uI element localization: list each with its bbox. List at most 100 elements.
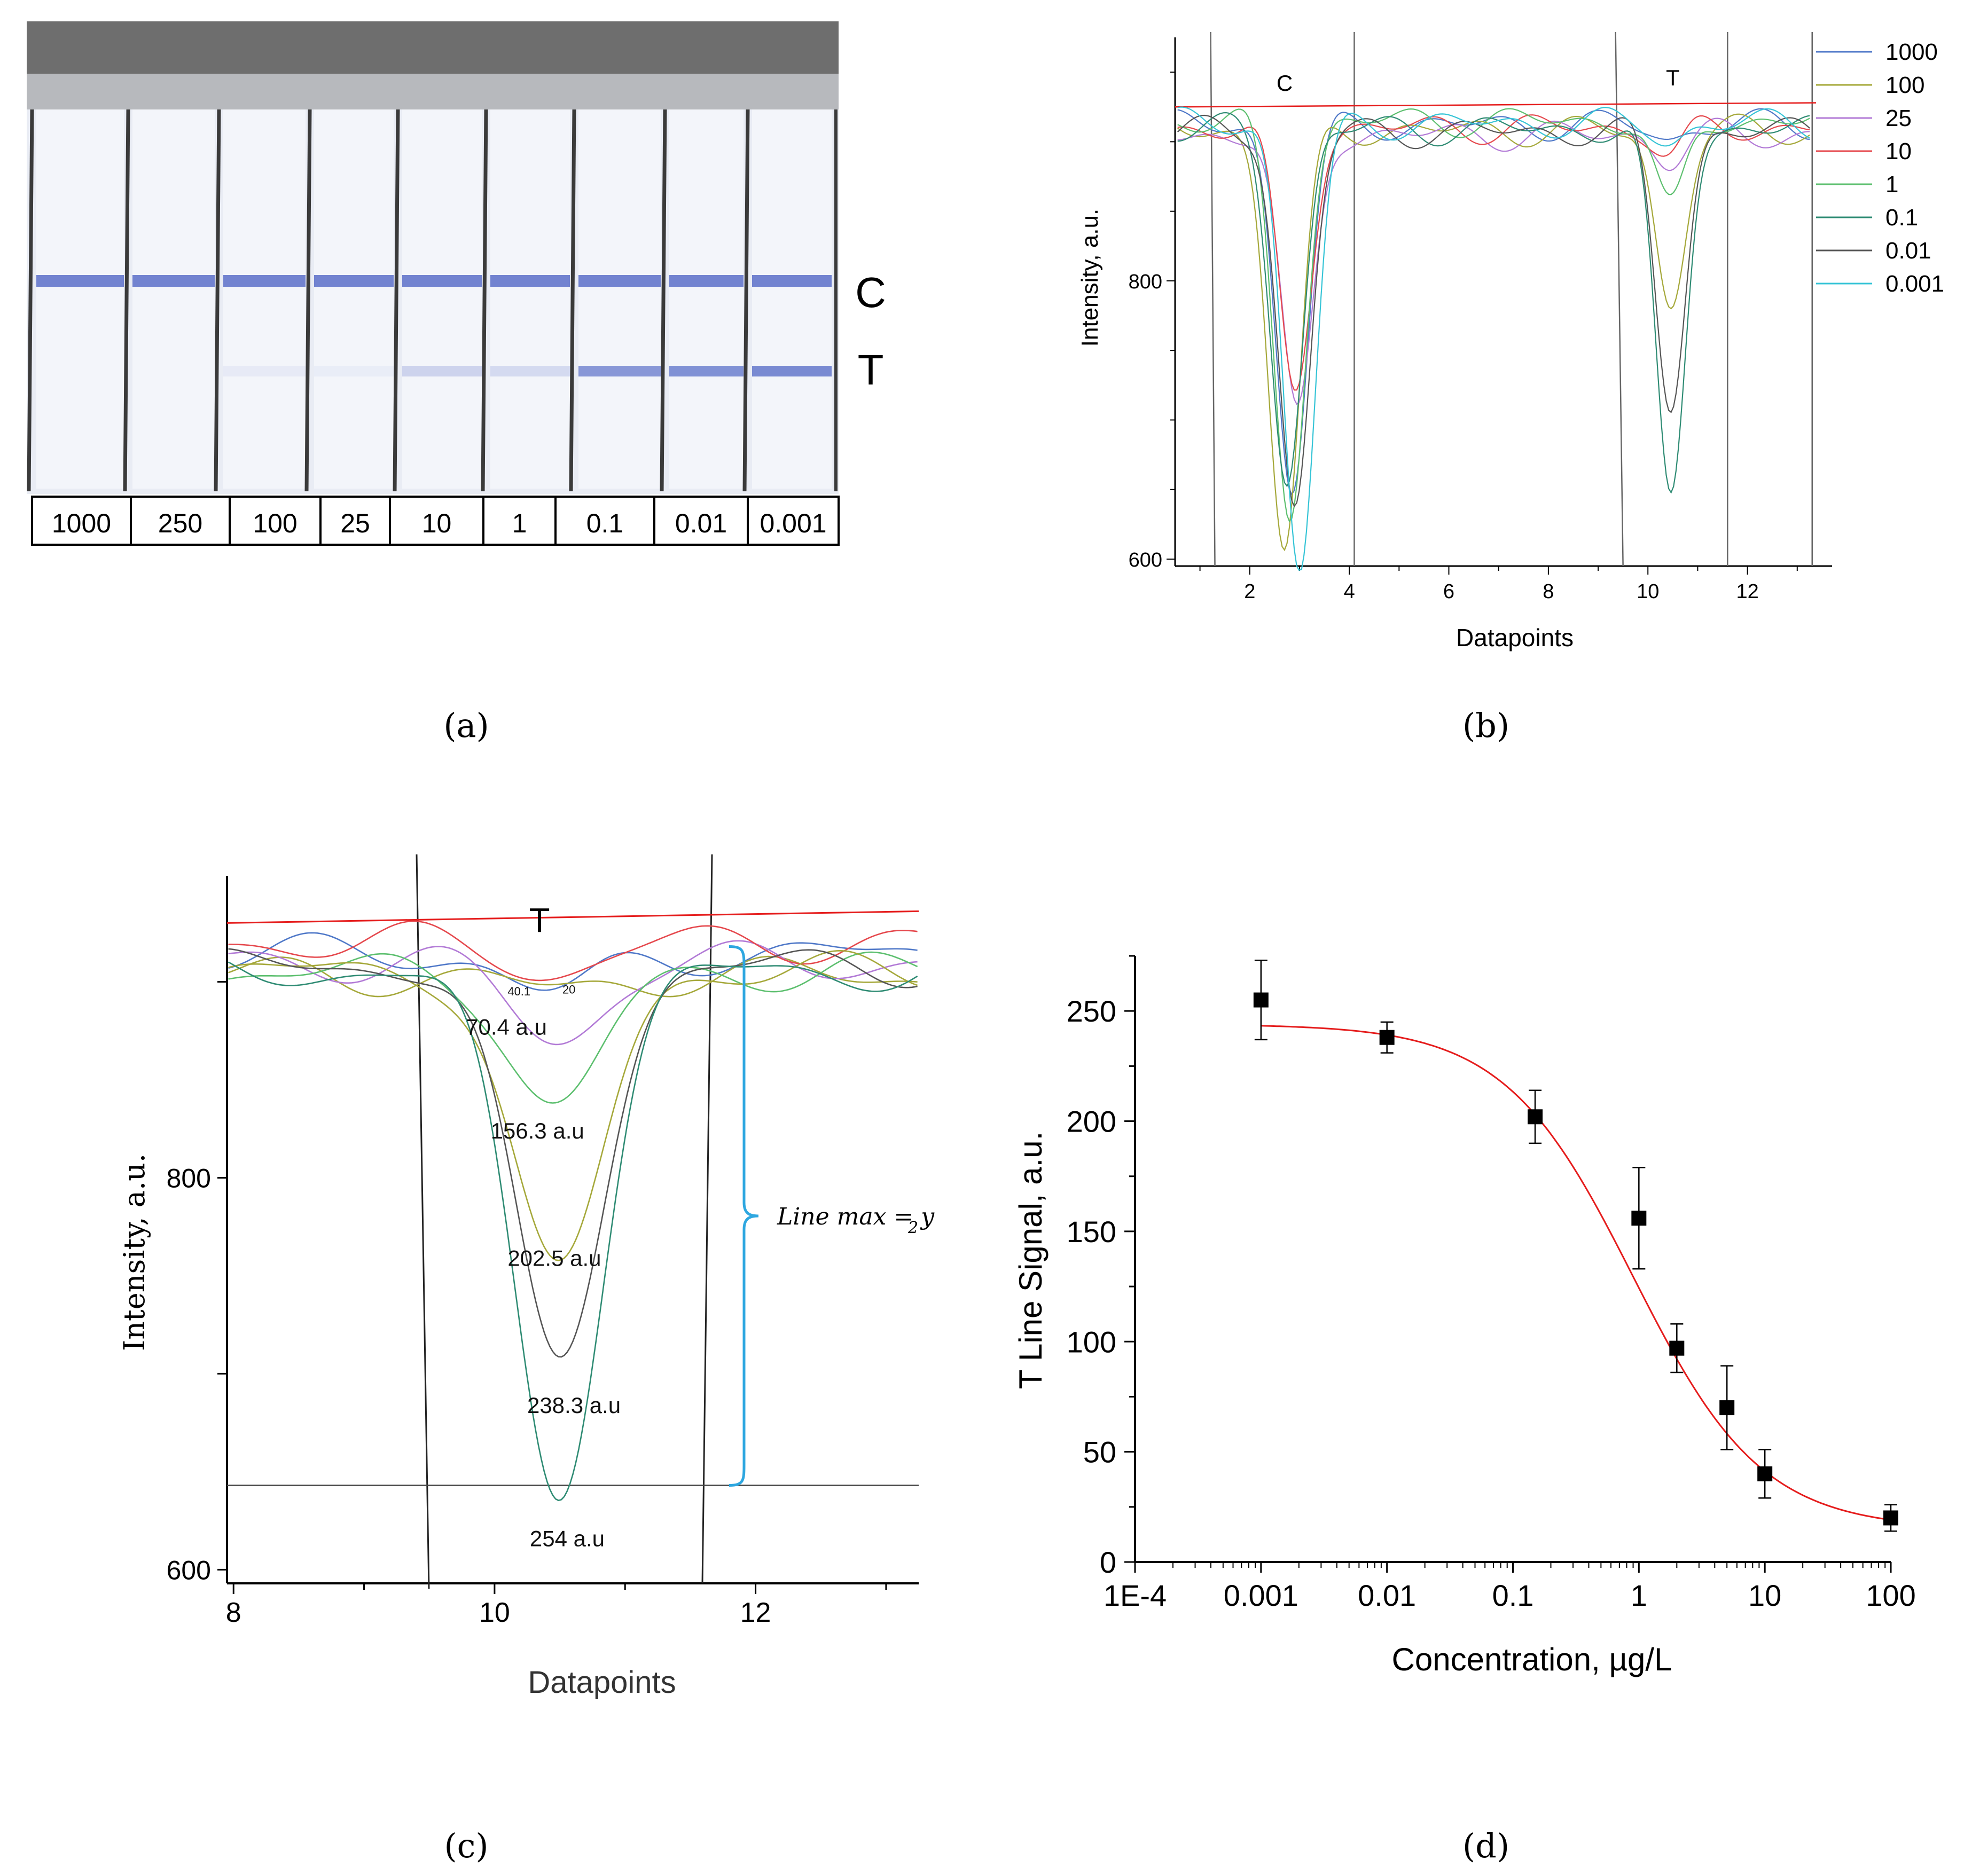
- b-legend-label: 0.1: [1885, 205, 1918, 231]
- c-series-line: [228, 955, 918, 998]
- strip-divider: [481, 109, 488, 492]
- panel-label-a: (a): [443, 706, 489, 745]
- panel-d-ylabel: T Line Signal, a.u.: [1013, 1132, 1048, 1390]
- b-series-line: [1177, 108, 1810, 523]
- control-line: [223, 275, 306, 287]
- panel-d-calibration-chart: T Line Signal, a.u. Concentration, µg/L …: [1013, 955, 1916, 1677]
- strip-concentration-label: 100: [253, 508, 297, 538]
- test-line: [669, 366, 744, 376]
- control-line: [36, 275, 124, 287]
- panel-a-strips-photo: CT 1000 250 100 25 10 1 0.1 0.01 0.001: [27, 21, 886, 546]
- control-line: [314, 275, 394, 287]
- d-data-point: [1631, 1211, 1647, 1226]
- d-data-point: [1379, 1030, 1395, 1045]
- c-region-boundary: [701, 854, 713, 1584]
- b-x-tick-label: 6: [1443, 580, 1454, 603]
- d-fit-curve: [1261, 1025, 1891, 1521]
- control-line: [752, 275, 832, 287]
- test-strip: [223, 109, 306, 489]
- c-peak-annotation: 238.3 a.u: [527, 1393, 621, 1418]
- panel-b-ylabel: Intensity, a.u.: [1077, 209, 1103, 347]
- strip-divider: [569, 109, 576, 492]
- d-x-tick-label: 10: [1748, 1579, 1781, 1612]
- test-strip: [314, 109, 394, 489]
- d-y-tick-label: 200: [1067, 1105, 1116, 1139]
- strip-holder-dark-band: [27, 21, 839, 75]
- d-data-point: [1528, 1109, 1543, 1125]
- test-line: [752, 366, 832, 376]
- strip-divider: [123, 109, 130, 492]
- b-legend-label: 0.001: [1885, 271, 1944, 297]
- b-legend-label: 1000: [1885, 39, 1938, 65]
- d-y-tick-label: 0: [1100, 1545, 1116, 1579]
- control-line: [669, 275, 744, 287]
- strip-concentration-label: 0.01: [675, 508, 727, 538]
- d-data-point: [1253, 992, 1269, 1008]
- strip-concentration-label: 1: [512, 508, 527, 538]
- c-peak-annotation: 202.5 a.u: [507, 1246, 601, 1271]
- c-peak-annotation: 156.3 a.u: [491, 1118, 584, 1143]
- c-line-max-label: Line max = y: [777, 1203, 935, 1230]
- b-baseline: [1175, 102, 1817, 108]
- panel-c-xlabel: Datapoints: [528, 1665, 676, 1700]
- test-strip: [132, 109, 215, 489]
- b-x-tick-label: 12: [1736, 580, 1758, 603]
- b-legend-label: 100: [1885, 72, 1924, 98]
- b-series-line: [1177, 106, 1810, 571]
- b-legend-label: 25: [1885, 105, 1912, 131]
- d-y-tick-label: 100: [1067, 1325, 1116, 1359]
- b-series-line: [1177, 108, 1810, 496]
- strip-concentration-label: 0.001: [760, 508, 826, 538]
- control-line: [578, 275, 661, 287]
- panel-label-c: (c): [444, 1826, 488, 1865]
- panel-b-xlabel: Datapoints: [1456, 624, 1574, 652]
- c-y-tick-label: 800: [167, 1163, 211, 1193]
- b-legend-label: 1: [1885, 171, 1898, 198]
- d-x-tick-label: 1E-4: [1104, 1579, 1167, 1612]
- test-strip: [36, 109, 124, 489]
- c-series-line: [228, 951, 918, 1104]
- d-x-tick-label: 0.01: [1358, 1579, 1416, 1612]
- c-series-line: [228, 932, 918, 991]
- test-line: [490, 366, 570, 376]
- strip-divider: [393, 109, 400, 492]
- d-x-tick-label: 0.001: [1224, 1579, 1298, 1612]
- c-test-peak-label: T: [529, 901, 550, 939]
- c-signal-brace: [729, 945, 759, 1487]
- strip-concentration-label: 25: [340, 508, 370, 538]
- d-x-tick-label: 1: [1631, 1579, 1647, 1612]
- d-data-point: [1883, 1510, 1898, 1526]
- c-series-line: [228, 920, 918, 982]
- d-data-point: [1669, 1340, 1685, 1356]
- d-data-point: [1757, 1466, 1773, 1481]
- b-x-tick-label: 10: [1637, 580, 1659, 603]
- d-x-tick-label: 100: [1866, 1579, 1915, 1612]
- c-y-tick-label: 600: [167, 1555, 211, 1585]
- d-y-tick-label: 150: [1067, 1215, 1116, 1249]
- strip-divider: [214, 109, 221, 492]
- c-x-tick-label: 12: [740, 1597, 771, 1628]
- panel-c-ylabel: Intensity, a.u.: [118, 1153, 151, 1351]
- c-series-line: [228, 948, 918, 1358]
- d-y-tick-label: 50: [1083, 1435, 1116, 1469]
- c-x-tick-label: 10: [479, 1597, 510, 1628]
- strip-concentration-label: 10: [422, 508, 452, 538]
- c-line-max-subscript: 2: [907, 1219, 918, 1237]
- strip-divider: [742, 109, 750, 492]
- panel-label-b: (b): [1462, 706, 1509, 745]
- concentration-label-table: [31, 496, 840, 546]
- c-baseline: [226, 910, 919, 924]
- b-region-boundary: [1615, 32, 1624, 567]
- b-x-tick-label: 8: [1543, 580, 1554, 603]
- test-line: [314, 366, 394, 376]
- test-line: [223, 366, 306, 376]
- c-peak-annotation: 254 a.u: [530, 1526, 605, 1551]
- panel-label-d: (d): [1462, 1826, 1509, 1865]
- strip-divider: [304, 109, 312, 492]
- b-legend-label: 10: [1885, 138, 1912, 164]
- d-x-tick-label: 0.1: [1492, 1579, 1534, 1612]
- b-test-peak-label: T: [1666, 65, 1680, 90]
- c-series-line: [228, 940, 918, 1046]
- control-line: [132, 275, 215, 287]
